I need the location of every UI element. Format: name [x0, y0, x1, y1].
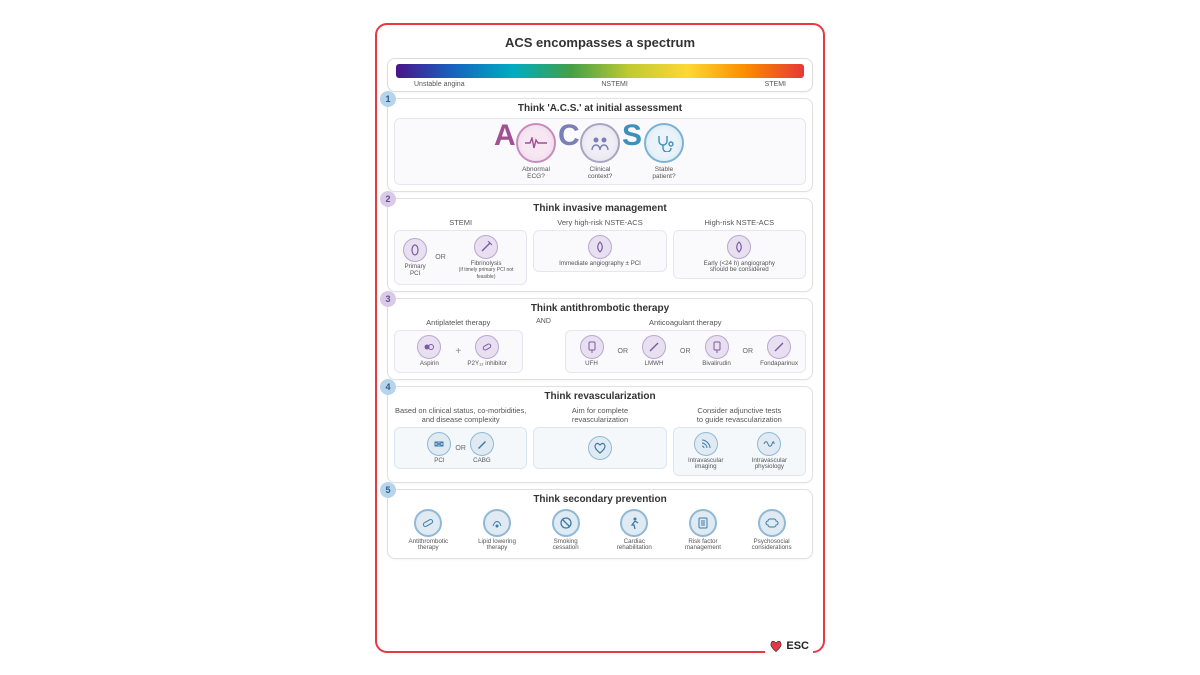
esc-logo: ESC: [765, 639, 813, 653]
heart-icon: [769, 639, 783, 653]
ultrasound-icon: [694, 432, 718, 456]
step-3: 3 Think antithrombotic therapy Antiplate…: [387, 298, 813, 380]
col-vhrisk: Very high-risk NSTE-ACS Immediate angiog…: [533, 218, 666, 286]
spectrum-label: Unstable angina: [414, 81, 465, 88]
main-title: ACS encompasses a spectrum: [387, 35, 813, 50]
acs-item-c: C Clinical context?: [580, 123, 620, 180]
col-hrisk: High-risk NSTE-ACS Early (<24 h) angiogr…: [673, 218, 806, 286]
step-badge: 5: [380, 482, 396, 498]
lipid-icon: [483, 509, 511, 537]
acs-item-s: S Stable patient?: [644, 123, 684, 180]
syringe-icon: [642, 335, 666, 359]
step-badge: 2: [380, 191, 396, 207]
step-badge: 1: [380, 91, 396, 107]
step-1: 1 Think 'A.C.S.' at initial assessment A…: [387, 98, 813, 192]
syringe-icon: [767, 335, 791, 359]
step-title: Think revascularization: [394, 391, 806, 402]
spectrum-label: STEMI: [765, 81, 786, 88]
angio-icon: [588, 235, 612, 259]
step-title: Think invasive management: [394, 203, 806, 214]
stent-icon: [427, 432, 451, 456]
syringe-icon: [474, 235, 498, 259]
step-title: Think 'A.C.S.' at initial assessment: [394, 103, 806, 114]
plus: +: [455, 346, 461, 357]
stethoscope-icon: [644, 123, 684, 163]
label: Abnormal ECG?: [522, 166, 550, 180]
pill-icon: [417, 335, 441, 359]
iv-icon: [580, 335, 604, 359]
letter-s: S: [622, 119, 642, 153]
spectrum-labels: Unstable angina NSTEMI STEMI: [396, 81, 804, 88]
col-stemi: STEMI Primary PCI OR Fibrinolysis(if tim…: [394, 218, 527, 286]
wave-icon: [757, 432, 781, 456]
running-icon: [620, 509, 648, 537]
spectrum-label: NSTEMI: [601, 81, 627, 88]
step-2: 2 Think invasive management STEMI Primar…: [387, 198, 813, 293]
pill-icon: [475, 335, 499, 359]
acs-infographic-frame: ACS encompasses a spectrum Unstable angi…: [375, 23, 825, 653]
ecg-icon: [516, 123, 556, 163]
no-smoking-icon: [552, 509, 580, 537]
label: Stable patient?: [652, 166, 675, 180]
balloon-icon: [403, 238, 427, 262]
scalpel-icon: [470, 432, 494, 456]
label: Clinical context?: [588, 166, 613, 180]
letter-c: C: [558, 119, 580, 153]
iv-icon: [705, 335, 729, 359]
heart-icon: [588, 436, 612, 460]
spectrum-box: Unstable angina NSTEMI STEMI: [387, 58, 813, 92]
step-5: 5 Think secondary prevention Antithrombo…: [387, 489, 813, 559]
step-4: 4 Think revascularization Based on clini…: [387, 386, 813, 483]
pill-icon: [414, 509, 442, 537]
checklist-icon: [689, 509, 717, 537]
spectrum-bar: [396, 64, 804, 78]
letter-a: A: [494, 119, 516, 153]
people-icon: [580, 123, 620, 163]
step-title: Think secondary prevention: [394, 494, 806, 505]
acs-item-a: A Abnormal ECG?: [516, 123, 556, 180]
step-title: Think antithrombotic therapy: [394, 303, 806, 314]
step1-body: A Abnormal ECG? C Clinical context?: [394, 118, 806, 185]
angio-icon: [727, 235, 751, 259]
brain-icon: [758, 509, 786, 537]
step-badge: 4: [380, 379, 396, 395]
